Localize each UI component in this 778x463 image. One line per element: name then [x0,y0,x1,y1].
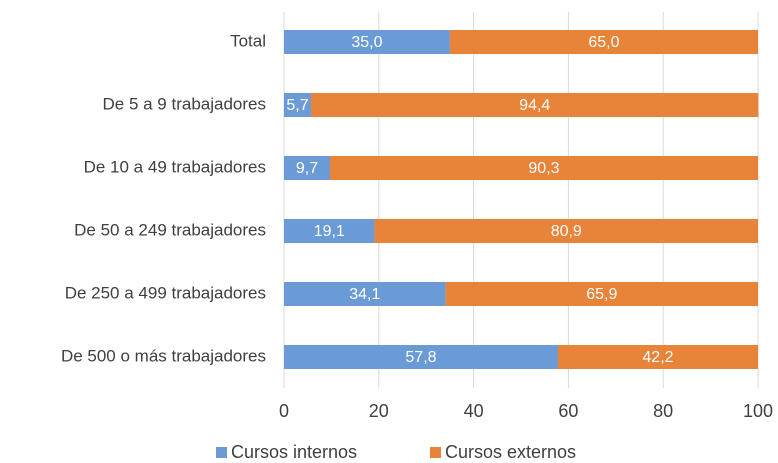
bar-segment [449,30,758,54]
y-tick-label: De 500 o más trabajadores [61,346,266,365]
data-label: 94,4 [519,97,550,114]
bar-segment [284,345,558,369]
data-label: 80,9 [551,223,582,240]
data-label: 42,2 [642,349,673,366]
legend-label: Cursos internos [231,442,357,462]
data-label: 34,1 [349,286,380,303]
y-tick-label: Total [230,31,266,50]
y-tick-label: De 10 a 49 trabajadores [84,157,266,176]
x-tick-label: 60 [558,401,578,421]
data-label: 90,3 [528,160,559,177]
legend-label: Cursos externos [445,442,576,462]
data-label: 57,8 [405,349,436,366]
bar-segment [284,219,375,243]
x-tick-label: 0 [279,401,289,421]
data-label: 5,7 [286,97,308,114]
bar-segment [284,156,330,180]
legend-swatch [430,447,441,458]
y-tick-label: De 50 a 249 trabajadores [74,220,266,239]
bar-segment [557,345,758,369]
bar-segment [284,30,450,54]
data-label: 35,0 [351,34,382,51]
data-label: 65,9 [586,286,617,303]
y-tick-label: De 250 a 499 trabajadores [65,283,266,302]
legend-swatch [216,447,227,458]
bar-segment [311,93,759,117]
y-tick-label: De 5 a 9 trabajadores [103,94,267,113]
data-label: 65,0 [588,34,619,51]
data-label: 19,1 [314,223,345,240]
data-label: 9,7 [296,160,318,177]
bar-segment [445,282,758,306]
x-tick-label: 40 [464,401,484,421]
x-tick-label: 100 [743,401,773,421]
x-tick-label: 20 [369,401,389,421]
bar-segment [374,219,758,243]
bar-segment [329,156,758,180]
bar-segment [284,93,312,117]
x-tick-label: 80 [653,401,673,421]
bar-segment [284,282,446,306]
